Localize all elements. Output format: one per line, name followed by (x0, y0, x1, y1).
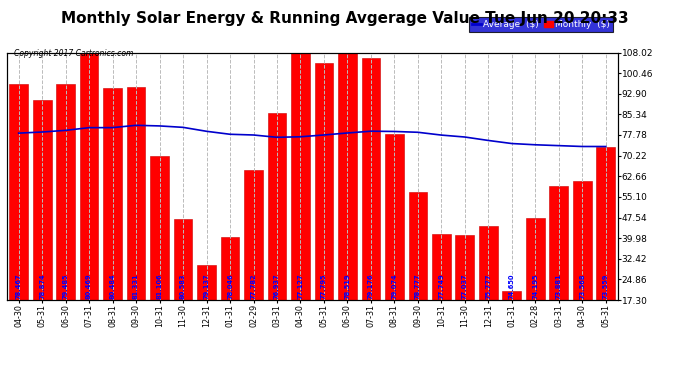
Text: 77.795: 77.795 (321, 273, 327, 298)
Bar (174, 219, 193, 300)
Text: 78.467: 78.467 (16, 273, 21, 298)
Bar (479, 226, 497, 300)
Bar (127, 87, 146, 300)
Bar (596, 147, 615, 300)
Text: 78.519: 78.519 (344, 273, 351, 298)
Text: 80.484: 80.484 (110, 273, 116, 298)
Bar (197, 266, 216, 300)
Text: 79.485: 79.485 (63, 273, 68, 298)
Text: 79.074: 79.074 (391, 273, 397, 298)
Text: 79.176: 79.176 (368, 273, 374, 298)
Bar (432, 234, 451, 300)
Text: 73.881: 73.881 (556, 273, 562, 298)
Bar (150, 156, 169, 300)
Text: 77.127: 77.127 (297, 273, 304, 298)
Text: 81.331: 81.331 (133, 273, 139, 298)
Bar (362, 58, 380, 300)
Bar (56, 84, 75, 300)
Bar (455, 236, 474, 300)
Text: 80.469: 80.469 (86, 273, 92, 298)
Text: 79.137: 79.137 (204, 273, 210, 298)
Bar (573, 181, 592, 300)
Text: 77.782: 77.782 (250, 273, 257, 298)
Text: Monthly Solar Energy & Running Avgerage Value Tue Jun 20 20:33: Monthly Solar Energy & Running Avgerage … (61, 11, 629, 26)
Bar (104, 88, 122, 300)
Text: 75.777: 75.777 (485, 273, 491, 298)
Text: 78.046: 78.046 (227, 273, 233, 298)
Bar (502, 291, 521, 300)
Text: 78.777: 78.777 (415, 273, 421, 298)
Bar (244, 170, 263, 300)
Bar (268, 112, 286, 300)
Text: 74.195: 74.195 (533, 273, 538, 298)
Bar (408, 192, 427, 300)
Text: 74.650: 74.650 (509, 273, 515, 298)
Text: 78.874: 78.874 (39, 273, 45, 298)
Text: 81.106: 81.106 (157, 273, 163, 298)
Text: 77.037: 77.037 (462, 273, 468, 298)
Text: 80.583: 80.583 (180, 273, 186, 298)
Bar (385, 134, 404, 300)
Bar (338, 53, 357, 300)
Bar (32, 100, 52, 300)
Text: 77.749: 77.749 (438, 273, 444, 298)
Bar (9, 84, 28, 300)
Legend: Average  ($), Monthly  ($): Average ($), Monthly ($) (469, 17, 613, 32)
Bar (315, 63, 333, 300)
Bar (526, 217, 544, 300)
Text: 73.568: 73.568 (580, 273, 585, 298)
Text: 76.937: 76.937 (274, 273, 280, 298)
Bar (221, 237, 239, 300)
Bar (80, 53, 99, 300)
Text: 73.559: 73.559 (603, 273, 609, 298)
Bar (291, 53, 310, 300)
Text: Copyright 2017 Cartronics.com: Copyright 2017 Cartronics.com (14, 49, 133, 58)
Bar (549, 186, 569, 300)
